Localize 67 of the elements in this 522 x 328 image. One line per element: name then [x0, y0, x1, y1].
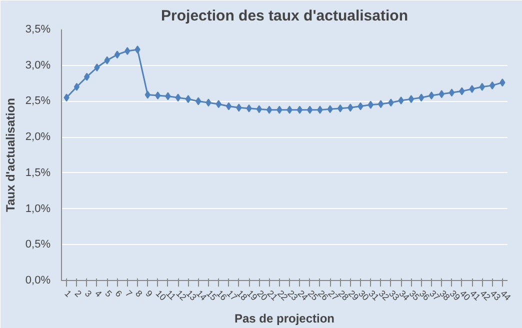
point — [134, 46, 140, 54]
point — [317, 106, 323, 114]
point — [398, 96, 404, 104]
chart-title: Projection des taux d'actualisation — [161, 8, 408, 24]
point — [418, 94, 424, 102]
point — [236, 104, 242, 112]
point — [94, 64, 100, 72]
y-tick-label: 3,0% — [25, 59, 51, 72]
point — [216, 100, 222, 108]
point — [388, 98, 394, 107]
x-tick-label: 12 — [174, 288, 188, 302]
point — [74, 82, 80, 91]
point — [175, 94, 181, 102]
point — [448, 88, 455, 97]
point — [165, 92, 171, 100]
point — [500, 78, 506, 87]
point — [196, 97, 202, 106]
point — [337, 104, 344, 112]
x-tick-label: 5 — [103, 288, 114, 299]
point — [154, 91, 161, 100]
point — [438, 90, 444, 98]
point — [256, 105, 262, 114]
point — [459, 87, 465, 96]
point — [114, 50, 120, 59]
point — [479, 82, 485, 91]
point — [226, 102, 232, 110]
x-tick-label: 3 — [82, 288, 94, 299]
x-tick-label: 9 — [144, 288, 154, 299]
point — [296, 106, 303, 114]
x-tick-label: 6 — [113, 288, 124, 299]
point — [368, 100, 374, 109]
point — [286, 106, 292, 114]
x-tick-label: 42 — [478, 288, 492, 302]
y-tick-label: 1,0% — [25, 202, 51, 215]
x-tick-label: 1 — [62, 288, 74, 299]
point — [378, 100, 384, 108]
point — [246, 104, 252, 112]
y-tick-label: 2,0% — [25, 131, 51, 144]
point — [408, 95, 414, 104]
point — [276, 106, 282, 114]
point — [266, 106, 272, 114]
point — [124, 47, 130, 56]
point — [144, 90, 150, 99]
x-tick-label: 7 — [123, 288, 134, 299]
point — [469, 85, 475, 94]
x-tick-label: 8 — [134, 288, 144, 299]
point — [327, 105, 333, 114]
y-tick-label: 3,5% — [25, 24, 51, 36]
point — [307, 106, 313, 114]
y-tick-label: 0,5% — [25, 238, 51, 251]
y-axis-title: Taux d'actualisation — [3, 98, 18, 212]
x-tick-label: 2 — [72, 288, 84, 299]
point — [84, 72, 90, 81]
y-tick-label: 0,0% — [25, 274, 51, 286]
point — [185, 95, 192, 104]
point — [104, 56, 110, 64]
point — [489, 81, 496, 90]
point — [64, 94, 70, 102]
y-tick-label: 2,5% — [25, 95, 51, 108]
point — [206, 98, 212, 107]
point — [348, 104, 354, 112]
x-tick-label: 16 — [214, 288, 229, 302]
point — [358, 102, 364, 110]
point — [428, 91, 434, 100]
x-axis-title: Pas de projection — [234, 312, 335, 326]
y-tick-label: 1,5% — [25, 166, 51, 179]
x-tick-label: 4 — [93, 288, 104, 299]
